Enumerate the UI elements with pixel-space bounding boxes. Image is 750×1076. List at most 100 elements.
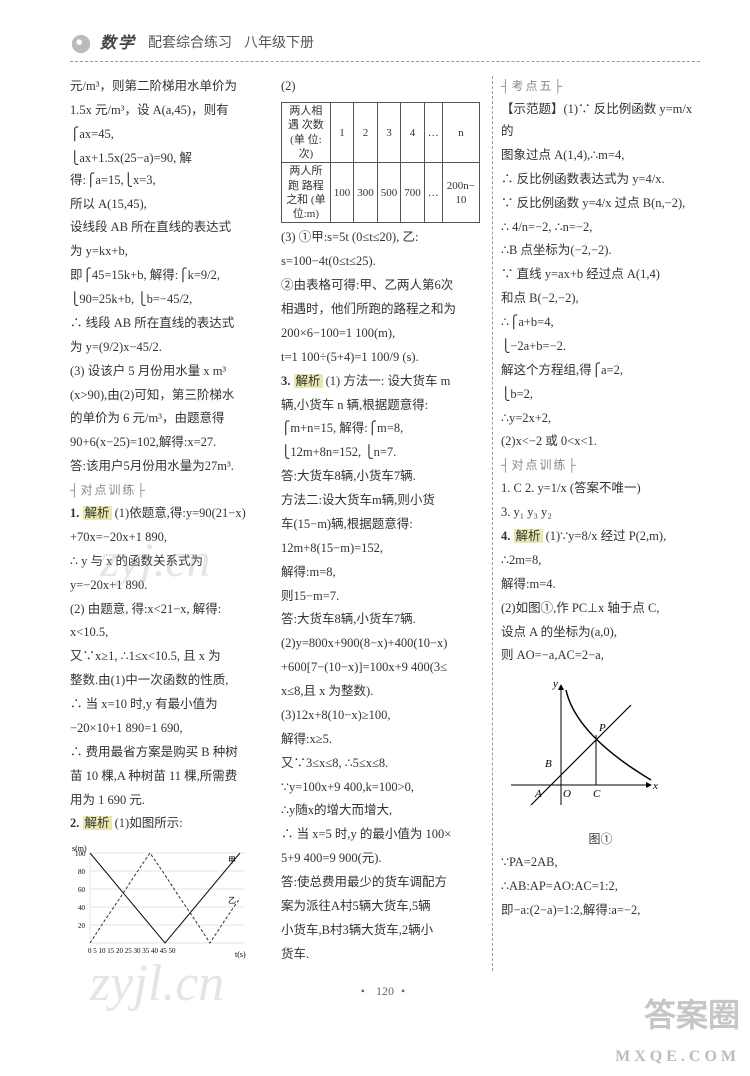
book-icon — [70, 33, 92, 55]
svg-text:20: 20 — [78, 922, 86, 930]
c1-q1-3: y=−20x+1 890. — [70, 575, 269, 597]
svg-text:P: P — [598, 722, 606, 734]
c3-dd4: 解得:m=4. — [501, 574, 700, 596]
svg-text:甲: 甲 — [228, 856, 236, 865]
c2-q3-19: ∴ 当 x=5 时,y 的最小值为 100× — [281, 824, 480, 846]
c1-q2: 2. 解析 (1)如图所示: — [70, 813, 269, 835]
c2-q3-15: 解得:x≥5. — [281, 729, 480, 751]
svg-text:x: x — [652, 780, 658, 792]
c1-l3: ⎩ax+1.5x(25−a)=90, 解得:⎧a=15,⎩x=3, — [70, 148, 269, 192]
graph-caption: 图① — [501, 829, 700, 850]
page-header: 数学 配套综合练习 八年级下册 — [70, 30, 700, 62]
c1-l2: ⎧ax=45, — [70, 124, 269, 146]
c1-l11: (3) 设该户 5 月份用水量 x m³ — [70, 361, 269, 383]
svg-text:C: C — [593, 788, 601, 800]
c3-d8: ∴⎧a+b=4, — [501, 312, 700, 334]
c1-q1-1: +70x=−20x+1 890, — [70, 527, 269, 549]
r2c2: 300 — [354, 163, 378, 223]
c1-l13: 的单价为 6 元/m³，由题意得 — [70, 408, 269, 430]
c3-d2: ∴ 反比例函数表达式为 y=4/x. — [501, 169, 700, 191]
c2-q3-6: 车(15−m)辆,根据题意得: — [281, 514, 480, 536]
c1-q1-7: 整数.由(1)中一次函数的性质, — [70, 670, 269, 692]
c2-q3-4: 答:大货车8辆,小货车7辆. — [281, 466, 480, 488]
c2-a3: 相遇时，他们所跑的路程之和为 — [281, 299, 480, 321]
c2-q3-14: (3)12x+8(10−x)≥100, — [281, 705, 480, 727]
c2-q3-7: 12m+8(15−m)=152, — [281, 538, 480, 560]
c2-q3-16: 又∵3≤x≤8, ∴5≤x≤8. — [281, 753, 480, 775]
c2-q3-9: 则15−m=7. — [281, 586, 480, 608]
meet-table: 两人相遇 次数(单 位:次) 1 2 3 4 … n 两人所跑 路程之和 (单位… — [281, 102, 480, 223]
c1-q1-10: ∴ 费用最省方案是购买 B 种树 — [70, 742, 269, 764]
th4: 4 — [401, 103, 425, 163]
c2-q3-8: 解得:m=8, — [281, 562, 480, 584]
c3-d3: ∵ 反比例函数 y=4/x 过点 B(n,−2), — [501, 193, 700, 215]
c3-d1: 图象过点 A(1,4),∴m=4, — [501, 145, 700, 167]
c1-l6: 为 y=kx+b, — [70, 241, 269, 263]
svg-text:B: B — [545, 758, 552, 770]
c3-d6: ∵ 直线 y=ax+b 经过点 A(1,4) — [501, 264, 700, 286]
svg-text:80: 80 — [78, 868, 86, 876]
c1-q1-9: −20×10+1 890=1 690, — [70, 718, 269, 740]
c3-dd2: 4. 解析 (1)∵y=8/x 经过 P(2,m), — [501, 526, 700, 548]
c3-d12: ∴y=2x+2, — [501, 408, 700, 430]
c3-divider: ┤考点五├ — [501, 76, 700, 97]
c1-l14: 90+6(x−25)=102,解得:x=27. — [70, 432, 269, 454]
c3-dd0: 1. C 2. y=1/x (答案不唯一) — [501, 478, 700, 500]
c2-p2: (2) — [281, 76, 480, 98]
r2c4: 700 — [401, 163, 425, 223]
c1-q1-11: 苗 10 棵,A 种树苗 11 棵,所需费 — [70, 766, 269, 788]
c2-q3-11: (2)y=800x+900(8−x)+400(10−x) — [281, 633, 480, 655]
c2-q3-21: 答:使总费用最少的货车调配方 — [281, 872, 480, 894]
c3-d0: 【示范题】(1)∵ 反比例函数 y=m/x 的 — [501, 99, 700, 143]
c2-q3-18: ∴y随x的增大而增大, — [281, 800, 480, 822]
c1-l5: 设线段 AB 所在直线的表达式 — [70, 217, 269, 239]
c1-l8: ⎩90=25k+b, ⎩b=−45/2, — [70, 289, 269, 311]
c3-t0: ∵PA=2AB, — [501, 852, 700, 874]
title-sub1: 配套综合练习 — [148, 32, 232, 56]
r2c6: 200n− 10 — [442, 163, 479, 223]
c1-q1-2: ∴ y 与 x 的函数关系式为 — [70, 551, 269, 573]
column-1: 元/m³，则第二阶梯用水单价为 1.5x 元/m³，设 A(a,45)，则有 ⎧… — [70, 76, 269, 971]
c1-l0: 元/m³，则第二阶梯用水单价为 — [70, 76, 269, 98]
page-number: 120 — [70, 981, 700, 1001]
svg-text:y: y — [552, 678, 558, 690]
c2-q3-22: 案为派往A村5辆大货车,5辆 — [281, 896, 480, 918]
th2: 2 — [354, 103, 378, 163]
column-3: ┤考点五├ 【示范题】(1)∵ 反比例函数 y=m/x 的 图象过点 A(1,4… — [492, 76, 700, 971]
c2-q3-13: x≤8,且 x 为整数). — [281, 681, 480, 703]
c2-a0: (3) ①甲:s=5t (0≤t≤20), 乙: — [281, 227, 480, 249]
c3-d5: ∴B 点坐标为(−2,−2). — [501, 240, 700, 262]
wm3b: MXQE.COM — [615, 1043, 740, 1070]
svg-text:A: A — [534, 788, 542, 800]
svg-text:t(s): t(s) — [235, 950, 246, 959]
c3-d9: ⎩−2a+b=−2. — [501, 336, 700, 358]
c3-dd1: 3. y₁ y₃ y₂ — [501, 502, 700, 524]
c2-q3-17: ∵y=100x+9 400,k=100>0, — [281, 777, 480, 799]
c1-l7: 即⎧45=15k+b, 解得:⎧k=9/2, — [70, 265, 269, 287]
th0: 两人相遇 次数(单 位:次) — [282, 103, 331, 163]
c3-dd5: (2)如图①,作 PC⊥x 轴于点 C, — [501, 598, 700, 620]
r2c3: 500 — [377, 163, 401, 223]
th3: 3 — [377, 103, 401, 163]
r2c1: 100 — [330, 163, 354, 223]
c3-t1: ∴AB:AP=AO:AC=1:2, — [501, 876, 700, 898]
th5: … — [424, 103, 442, 163]
c2-q3-5: 方法二:设大货车m辆,则小货 — [281, 490, 480, 512]
c1-l15: 答:该用户5月份用水量为27m³. — [70, 456, 269, 478]
svg-text:40: 40 — [78, 904, 86, 912]
c2-q3-2: ⎧m+n=15, 解得:⎧m=8, — [281, 418, 480, 440]
c3-dd7: 则 AO=−a,AC=2−a, — [501, 645, 700, 667]
c2-q3-0: 3. 解析 (1) 方法一: 设大货车 m — [281, 371, 480, 393]
c2-q3-12: +600[7−(10−x)]=100x+9 400(3≤ — [281, 657, 480, 679]
c1-q1-0: 1. 解析 1. 解析 (1)依题意,得:y=90(21−x)(1)依题意,得:… — [70, 503, 269, 525]
c1-q1-5: x<10.5, — [70, 622, 269, 644]
c1-q1-6: 又∵x≥1, ∴1≤x<10.5, 且 x 为 — [70, 646, 269, 668]
c1-l10: 为 y=(9/2)x−45/2. — [70, 337, 269, 359]
hyperbola-graph: x y P B A O C — [501, 675, 661, 815]
column-2: (2) 两人相遇 次数(单 位:次) 1 2 3 4 … n 两人所跑 路程之和… — [281, 76, 480, 971]
svg-text:O: O — [563, 788, 571, 800]
c3-d11: ⎩b=2, — [501, 384, 700, 406]
c2-a2: ②由表格可得:甲、乙两人第6次 — [281, 275, 480, 297]
c2-q3-23: 小货车,B村3辆大货车,2辆小 — [281, 920, 480, 942]
c2-q3-20: 5+9 400=9 900(元). — [281, 848, 480, 870]
